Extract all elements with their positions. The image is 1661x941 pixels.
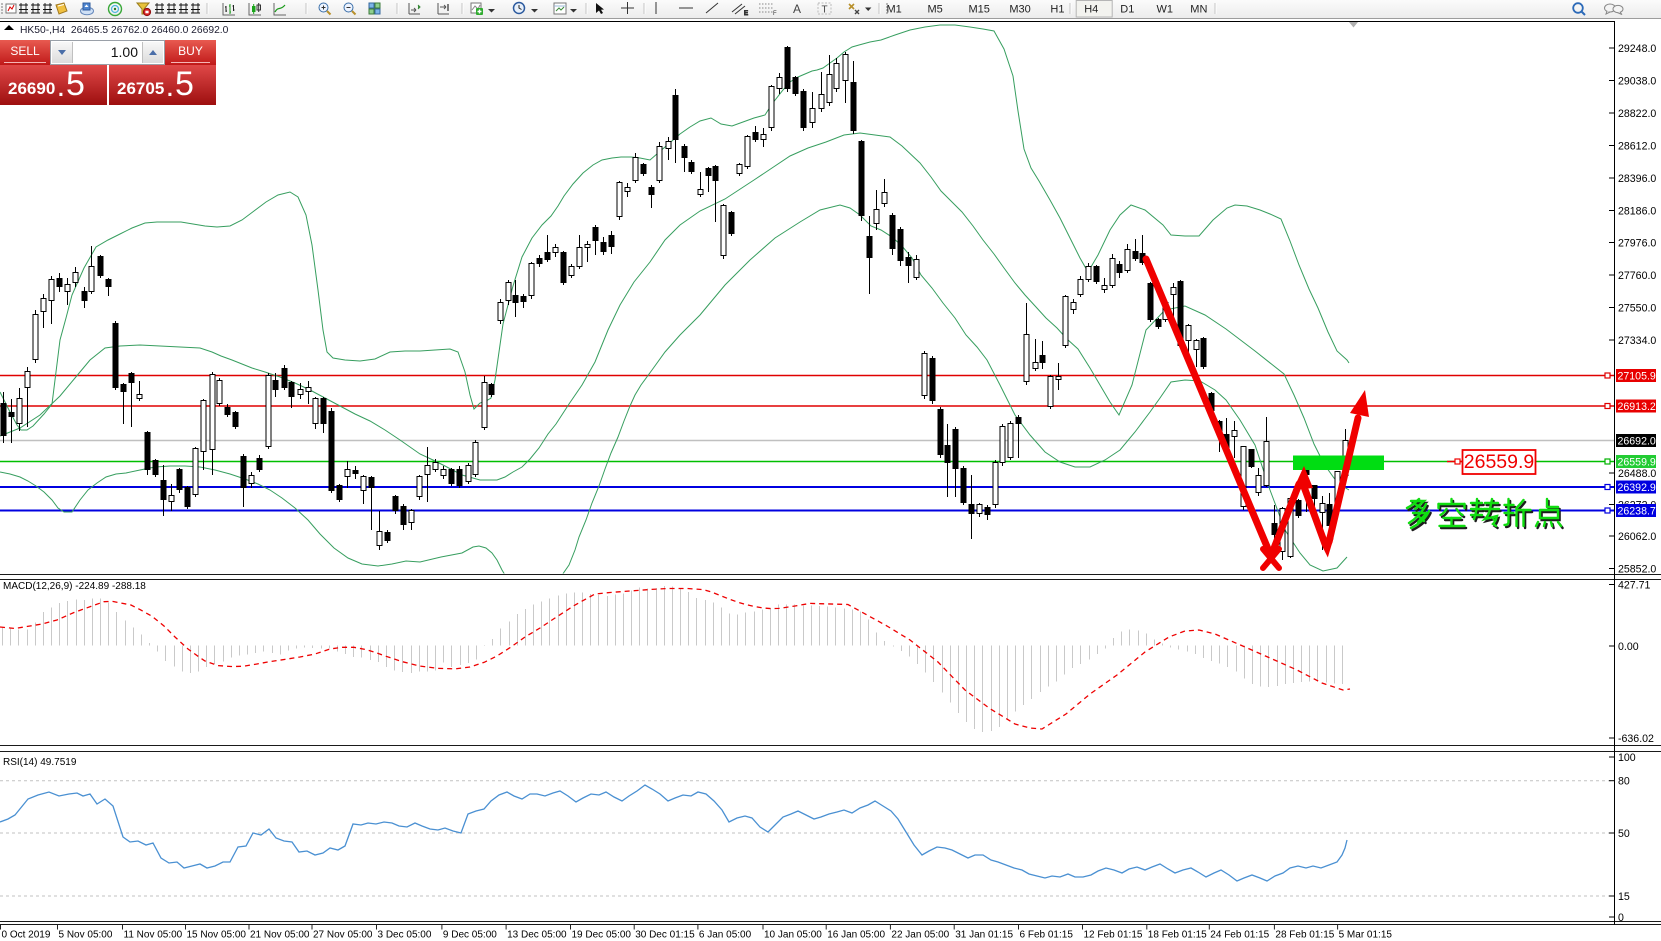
svg-text:5 Mar 01:15: 5 Mar 01:15 — [1339, 930, 1393, 941]
svg-text:100: 100 — [1618, 752, 1636, 764]
svg-text:12 Feb 01:15: 12 Feb 01:15 — [1084, 930, 1143, 941]
svg-text:19 Dec 05:00: 19 Dec 05:00 — [572, 930, 632, 941]
svg-text:0.00: 0.00 — [1618, 641, 1639, 653]
svg-text:28186.0: 28186.0 — [1618, 205, 1656, 217]
svg-text:5 Nov 05:00: 5 Nov 05:00 — [59, 930, 113, 941]
svg-text:28612.0: 28612.0 — [1618, 140, 1656, 152]
svg-text:25852.0: 25852.0 — [1618, 563, 1656, 575]
svg-text:16 Jan 05:00: 16 Jan 05:00 — [827, 930, 885, 941]
svg-text:13 Dec 05:00: 13 Dec 05:00 — [507, 930, 567, 941]
svg-text:30 Dec 01:15: 30 Dec 01:15 — [635, 930, 695, 941]
svg-text:21 Nov 05:00: 21 Nov 05:00 — [250, 930, 310, 941]
svg-text:26692.0: 26692.0 — [1618, 435, 1656, 447]
svg-text:M15: M15 — [969, 4, 990, 16]
svg-text:18 Feb 01:15: 18 Feb 01:15 — [1148, 930, 1207, 941]
svg-text:MN: MN — [1190, 4, 1207, 16]
svg-text:10 Jan 05:00: 10 Jan 05:00 — [764, 930, 822, 941]
svg-text:26488.0: 26488.0 — [1618, 468, 1656, 480]
svg-text:27550.0: 27550.0 — [1618, 302, 1656, 314]
svg-text:24 Feb 01:15: 24 Feb 01:15 — [1210, 930, 1269, 941]
svg-text:22 Jan 05:00: 22 Jan 05:00 — [891, 930, 949, 941]
svg-text:RSI(14) 49.7519: RSI(14) 49.7519 — [3, 757, 77, 768]
svg-text:MACD(12,26,9) -224.89 -288.18: MACD(12,26,9) -224.89 -288.18 — [3, 581, 146, 592]
svg-text:0 Oct 2019: 0 Oct 2019 — [2, 930, 51, 941]
svg-text:6 Feb 01:15: 6 Feb 01:15 — [1020, 930, 1074, 941]
svg-text:15 Nov 05:00: 15 Nov 05:00 — [187, 930, 247, 941]
svg-text:D1: D1 — [1120, 4, 1134, 16]
svg-text:27976.0: 27976.0 — [1618, 237, 1656, 249]
svg-text:0: 0 — [1618, 912, 1624, 924]
svg-text:3 Dec 05:00: 3 Dec 05:00 — [378, 930, 432, 941]
svg-text:26062.0: 26062.0 — [1618, 531, 1656, 543]
svg-text:M5: M5 — [928, 4, 943, 16]
svg-text:29038.0: 29038.0 — [1618, 75, 1656, 87]
svg-text:M1: M1 — [887, 4, 902, 16]
svg-text:A: A — [793, 2, 801, 16]
svg-text:W1: W1 — [1157, 4, 1174, 16]
svg-text:M30: M30 — [1009, 4, 1030, 16]
svg-text:31 Jan 01:15: 31 Jan 01:15 — [955, 930, 1013, 941]
svg-text:28396.0: 28396.0 — [1618, 173, 1656, 185]
svg-text:9 Dec 05:00: 9 Dec 05:00 — [443, 930, 497, 941]
svg-text:80: 80 — [1618, 776, 1630, 788]
svg-text:29248.0: 29248.0 — [1618, 43, 1656, 55]
svg-text:27760.0: 27760.0 — [1618, 270, 1656, 282]
svg-text:26913.2: 26913.2 — [1618, 401, 1656, 413]
svg-text:28 Feb 01:15: 28 Feb 01:15 — [1275, 930, 1334, 941]
svg-text:427.71: 427.71 — [1618, 579, 1651, 591]
svg-text:H1: H1 — [1050, 4, 1064, 16]
svg-text:27334.0: 27334.0 — [1618, 335, 1656, 347]
svg-text:6 Jan 05:00: 6 Jan 05:00 — [699, 930, 752, 941]
svg-text:15: 15 — [1618, 891, 1630, 903]
svg-text:26559.9: 26559.9 — [1464, 451, 1535, 473]
svg-text:H4: H4 — [1084, 4, 1098, 16]
svg-text:E: E — [744, 11, 748, 17]
svg-text:50: 50 — [1618, 828, 1630, 840]
svg-text:28822.0: 28822.0 — [1618, 108, 1656, 120]
svg-text:26238.7: 26238.7 — [1618, 505, 1656, 517]
svg-text:26392.9: 26392.9 — [1618, 482, 1656, 494]
svg-text:F: F — [773, 11, 777, 17]
svg-text:11 Nov 05:00: 11 Nov 05:00 — [124, 930, 183, 941]
svg-text:T: T — [822, 5, 828, 16]
svg-text:26559.9: 26559.9 — [1618, 456, 1656, 468]
svg-text:27 Nov 05:00: 27 Nov 05:00 — [313, 930, 373, 941]
svg-text:HK50-,H4 26465.5 26762.0 2646: HK50-,H4 26465.5 26762.0 26460.0 26692.0 — [20, 25, 229, 36]
svg-text:27105.9: 27105.9 — [1618, 370, 1656, 382]
svg-text:-636.02: -636.02 — [1618, 733, 1654, 745]
